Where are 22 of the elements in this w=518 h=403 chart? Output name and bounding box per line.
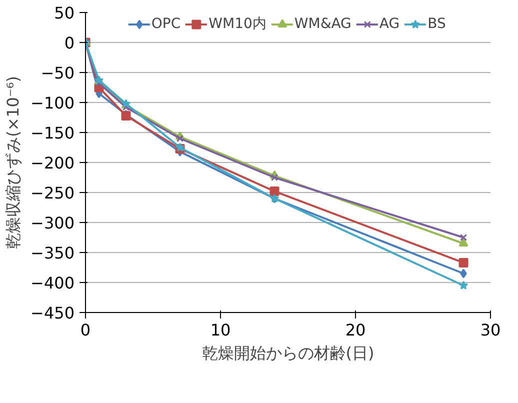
y-tick-label: 50 — [54, 4, 74, 22]
y-tick-label: 0 — [64, 34, 75, 52]
legend-label: AG — [379, 16, 400, 32]
x-tick-label: 30 — [480, 320, 501, 340]
y-tick-label: −100 — [30, 94, 75, 112]
legend-label: WM10内 — [208, 15, 266, 33]
y-tick-label: −400 — [30, 274, 75, 292]
y-tick-label: −300 — [30, 214, 75, 232]
y-tick-label: −350 — [30, 244, 75, 262]
legend-label: WM&AG — [294, 16, 352, 32]
y-tick-label: −450 — [30, 304, 75, 322]
x-tick-label: 0 — [80, 320, 91, 340]
y-tick-label: −250 — [30, 184, 75, 202]
legend-label: OPC — [151, 16, 181, 32]
y-axis-title: 乾燥収縮ひずみ(×10⁻⁶) — [4, 76, 23, 250]
x-tick-label: 20 — [345, 320, 366, 340]
x-tick-label: 10 — [210, 320, 231, 340]
y-tick-label: −200 — [30, 154, 75, 172]
legend-label: BS — [428, 16, 447, 32]
y-tick-label: −150 — [30, 124, 75, 142]
y-tick-label: −50 — [40, 64, 74, 82]
x-axis-title: 乾燥開始からの材齢(日) — [202, 344, 374, 362]
